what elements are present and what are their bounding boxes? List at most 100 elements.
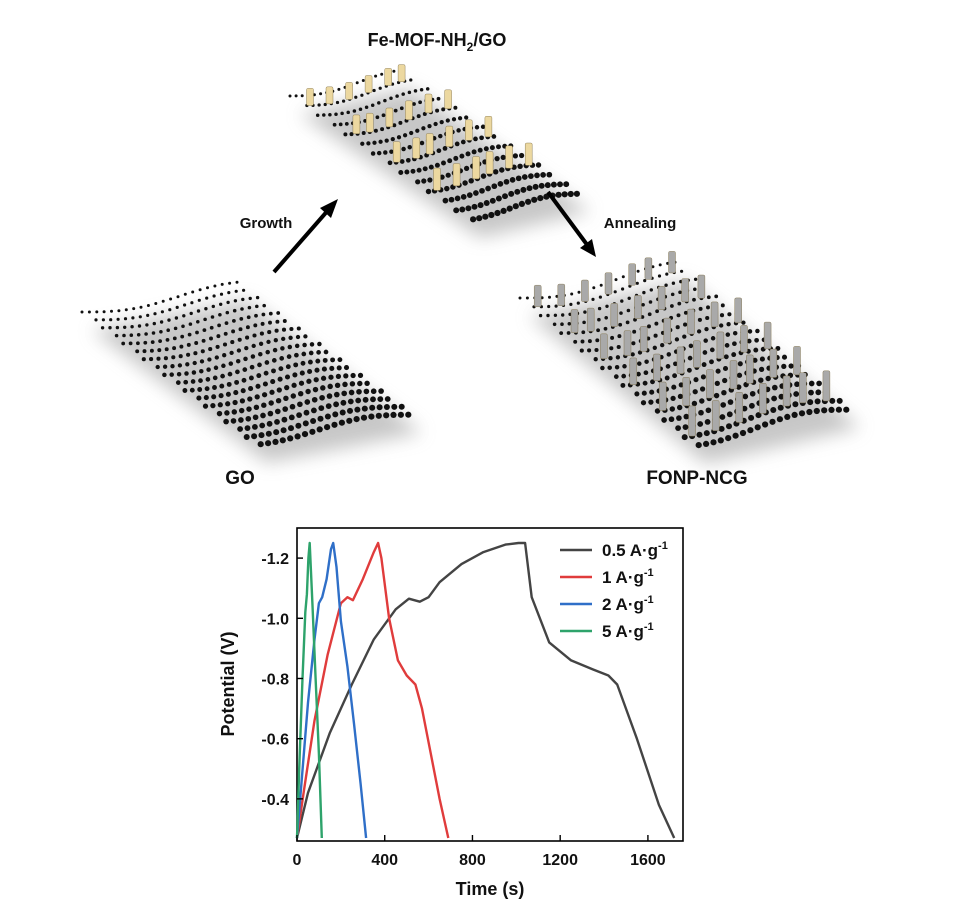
lattice-atom <box>384 138 389 143</box>
lattice-atom <box>579 348 584 353</box>
lattice-atom <box>216 410 223 417</box>
lattice-atom <box>139 305 143 309</box>
lattice-atom <box>246 406 252 412</box>
lattice-atom <box>338 419 345 426</box>
lattice-atom <box>297 390 304 397</box>
lattice-atom <box>238 407 245 414</box>
lattice-atom <box>347 398 354 405</box>
lattice-atom <box>719 323 724 328</box>
lattice-atom <box>391 403 398 410</box>
lattice-atom <box>593 357 598 362</box>
rod <box>706 369 714 399</box>
lattice-atom <box>721 389 727 396</box>
nanoparticle-rods-right <box>534 251 831 437</box>
lattice-atom <box>271 358 277 363</box>
lattice-atom <box>307 368 313 375</box>
lattice-atom <box>116 317 120 321</box>
lattice-atom <box>696 329 702 334</box>
growth-label: Growth <box>240 215 293 232</box>
lattice-atom <box>460 194 467 200</box>
lattice-atom <box>357 372 364 379</box>
lattice-atom <box>526 185 533 192</box>
lattice-atom <box>636 269 640 273</box>
lattice-atom <box>342 381 348 388</box>
lattice-atom <box>361 405 368 412</box>
lattice-atom <box>370 388 377 395</box>
lattice-atom <box>753 347 759 353</box>
lattice-atom <box>349 132 354 137</box>
lattice-atom <box>211 394 217 400</box>
atom-lattice-left <box>80 280 412 448</box>
lattice-atom <box>710 336 716 341</box>
lattice-atom <box>289 326 294 332</box>
lattice-atom <box>389 96 393 101</box>
lattice-atom <box>258 432 265 439</box>
lattice-atom <box>273 338 278 343</box>
lattice-atom <box>577 290 581 294</box>
lattice-atom <box>217 323 221 328</box>
lattice-atom <box>95 310 99 314</box>
lattice-atom <box>754 337 759 343</box>
lattice-atom <box>370 103 375 107</box>
lattice-atom <box>360 414 368 421</box>
lattice-atom <box>245 325 250 330</box>
lattice-atom <box>752 357 758 363</box>
lattice-atom <box>203 395 209 401</box>
lattice-atom <box>401 146 406 152</box>
lattice-atom <box>544 182 551 189</box>
lattice-atom <box>397 411 404 418</box>
lattice-atom <box>683 413 690 420</box>
lattice-atom <box>267 330 272 335</box>
lattice-atom <box>258 351 263 357</box>
lattice-atom <box>352 109 357 113</box>
lattice-atom <box>596 328 600 333</box>
lattice-atom <box>235 369 240 375</box>
lattice-atom <box>836 397 843 404</box>
lattice-atom <box>163 356 168 361</box>
lattice-atom <box>197 298 201 302</box>
rod <box>746 354 754 384</box>
lattice-atom <box>459 153 465 159</box>
lattice-atom <box>776 416 784 423</box>
lattice-atom <box>267 410 274 417</box>
lattice-atom <box>483 200 490 206</box>
lattice-atom <box>648 300 653 304</box>
lattice-atom <box>327 383 333 390</box>
lattice-atom <box>361 79 365 82</box>
lattice-atom <box>219 292 224 296</box>
lattice-atom <box>614 278 618 282</box>
lattice-atom <box>146 313 150 317</box>
lattice-atom <box>316 426 323 433</box>
lattice-atom <box>621 275 625 279</box>
rod <box>759 383 767 414</box>
lattice-atom <box>621 287 625 291</box>
lattice-atom <box>503 178 510 185</box>
rod <box>384 68 392 86</box>
lattice-atom <box>299 370 305 376</box>
lattice-atom <box>276 311 281 315</box>
rod <box>604 272 613 295</box>
series-line-3 <box>295 541 323 839</box>
lattice-atom <box>302 342 307 348</box>
lattice-atom <box>514 188 521 195</box>
lattice-atom <box>335 373 342 380</box>
lattice-atom <box>661 417 667 423</box>
lattice-atom <box>376 150 382 156</box>
lattice-atom <box>355 81 359 85</box>
lattice-atom <box>512 153 519 159</box>
lattice-atom <box>499 167 505 173</box>
lattice-atom <box>234 379 240 385</box>
lattice-atom <box>732 341 737 347</box>
lattice-atom <box>425 188 432 195</box>
lattice-atom <box>442 146 448 151</box>
lattice-atom <box>421 126 426 131</box>
lattice-atom <box>275 319 280 324</box>
rod <box>352 114 361 135</box>
lattice-atom <box>647 324 651 329</box>
lattice-atom <box>828 406 835 413</box>
lattice-atom <box>303 334 308 339</box>
lattice-atom <box>416 167 422 173</box>
lattice-atom <box>339 409 346 416</box>
lattice-atom <box>683 310 688 315</box>
lattice-atom <box>816 380 822 387</box>
